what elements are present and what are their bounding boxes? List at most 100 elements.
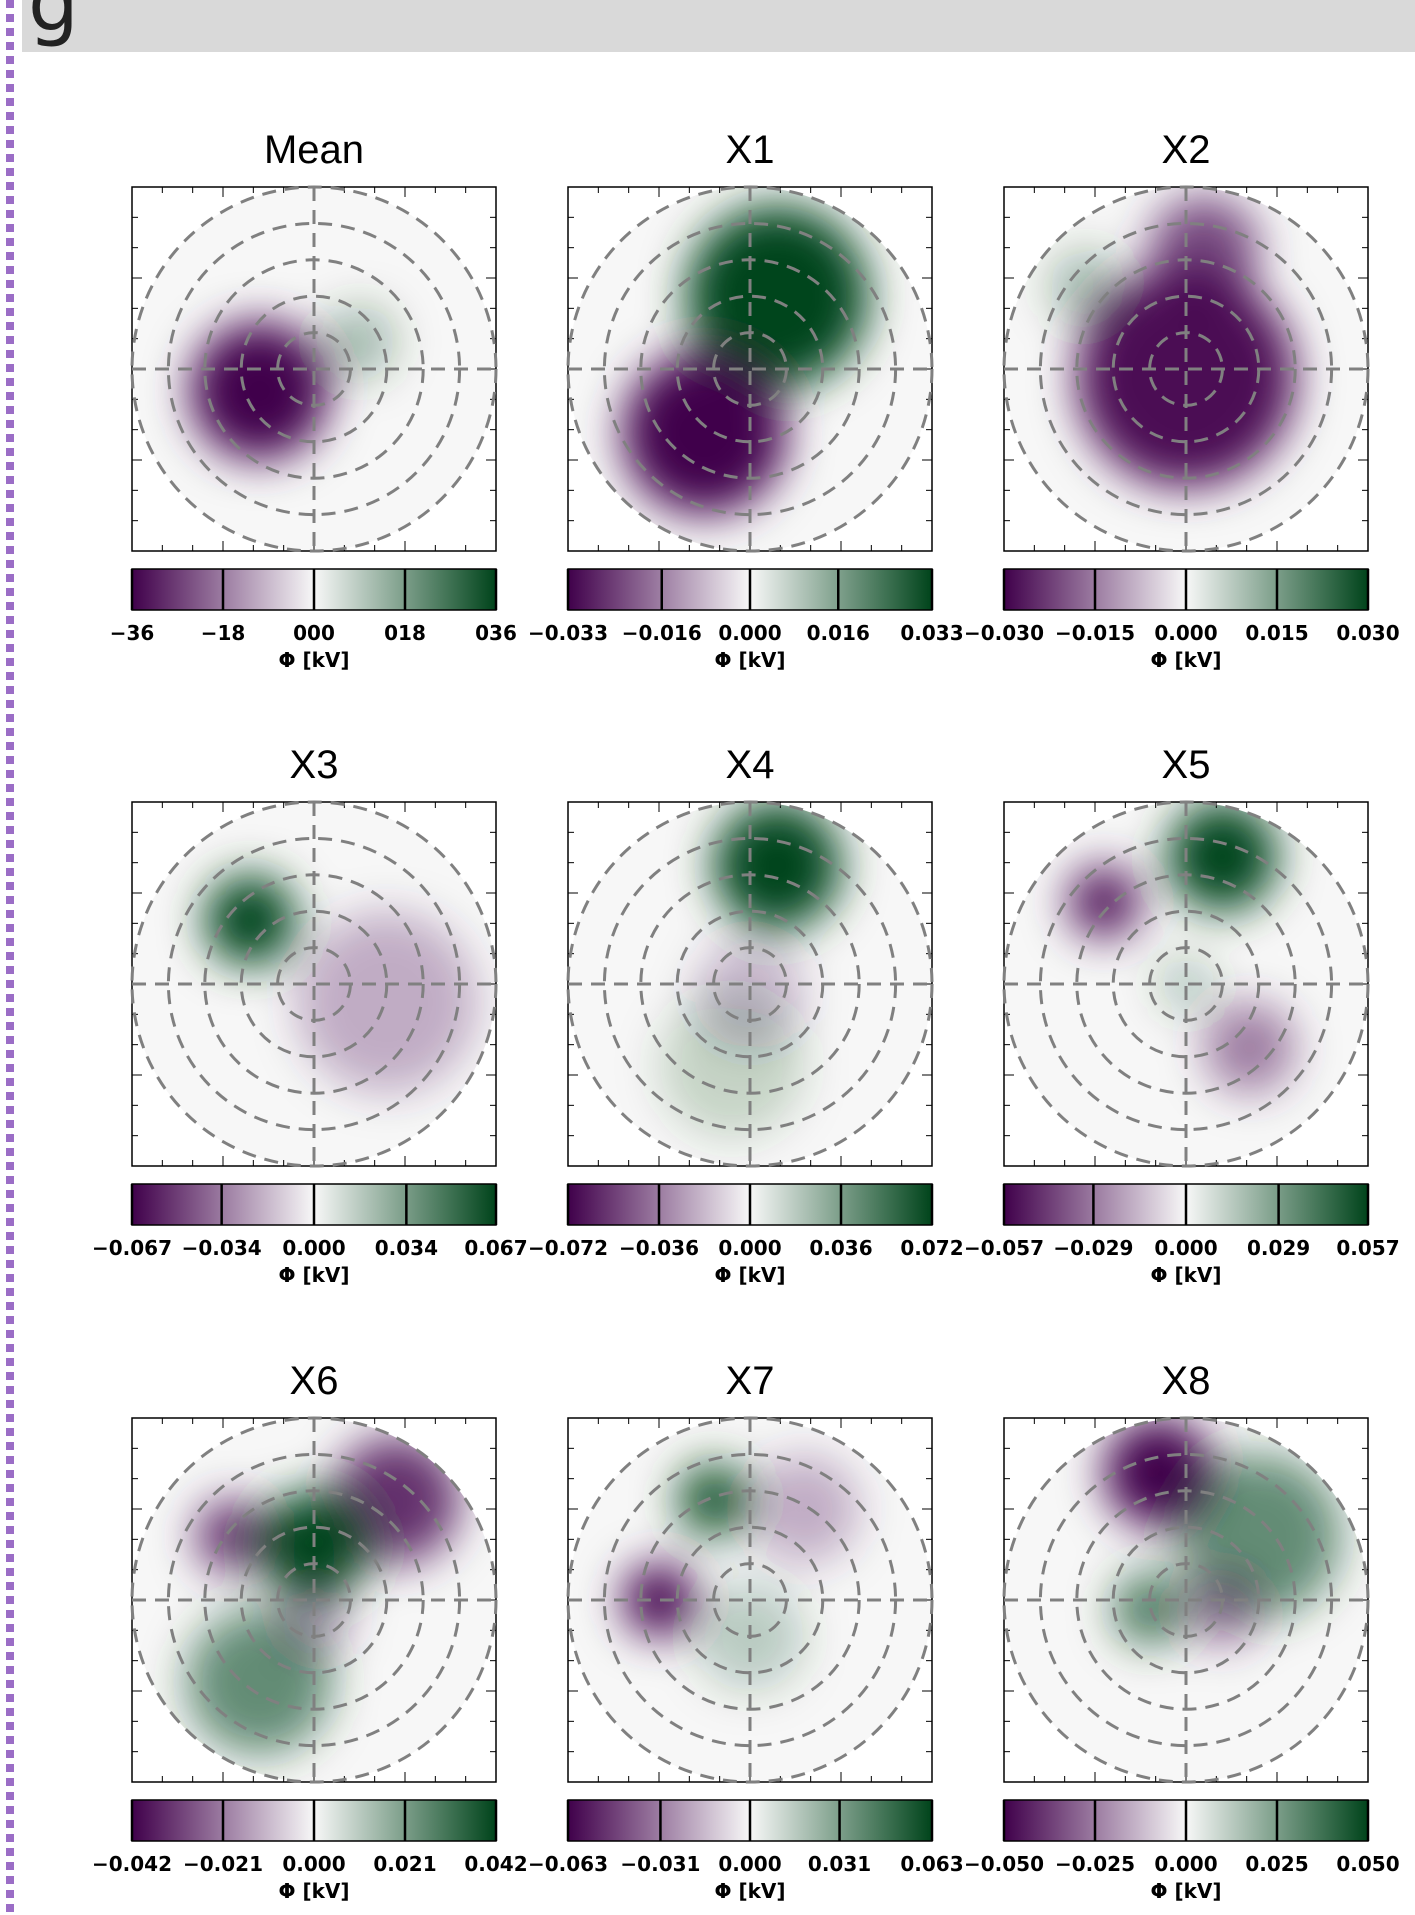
panel-title: X1 — [726, 128, 775, 172]
plots: Mean −36 −18 000 018 036 Φ [kV] X1 −0.033 −0.016 0… — [92, 128, 1400, 1903]
field-blob — [686, 205, 869, 388]
colorbar-tick-label: −0.031 — [620, 1852, 700, 1876]
colorbar-tick-label: −0.057 — [964, 1236, 1044, 1260]
colorbar-tick-label: 0.072 — [900, 1236, 963, 1260]
field — [132, 802, 496, 1166]
field-blob — [190, 321, 329, 460]
colorbar-tick-label: 0.015 — [1245, 621, 1308, 645]
field-blob — [622, 1563, 696, 1637]
field-blob — [713, 802, 841, 930]
colorbar-tick-label: 0.000 — [1154, 621, 1217, 645]
colorbar-label: Φ [kV] — [714, 648, 785, 672]
colorbar-tick-label: −0.015 — [1055, 621, 1135, 645]
panel-title: X3 — [290, 743, 339, 787]
colorbar-tick-label: 0.016 — [807, 621, 870, 645]
colorbar-label: Φ [kV] — [1150, 1879, 1221, 1903]
colorbar-tick-label: −18 — [201, 621, 246, 645]
colorbar-label: Φ [kV] — [1150, 648, 1221, 672]
panel-title: X2 — [1162, 128, 1211, 172]
colorbar-tick-label: −36 — [110, 621, 155, 645]
field-blobs — [622, 205, 869, 515]
field-blob — [195, 1499, 269, 1573]
field — [1004, 1418, 1368, 1782]
colorbar-tick-label: 0.033 — [900, 621, 963, 645]
header-bar — [22, 0, 1415, 52]
colorbar-tick-label: 0.000 — [718, 621, 781, 645]
field-blob — [1149, 196, 1259, 306]
colorbar-tick-label: 0.025 — [1245, 1852, 1308, 1876]
colorbar-tick-label: −0.063 — [528, 1852, 608, 1876]
field — [132, 1418, 496, 1782]
colorbar-tick-label: −0.016 — [622, 621, 702, 645]
colorbar-tick-label: 0.000 — [718, 1236, 781, 1260]
panel-title: X4 — [726, 743, 775, 787]
colorbar-tick-label: −0.050 — [964, 1852, 1044, 1876]
field — [1004, 187, 1368, 551]
field — [568, 1418, 932, 1782]
colorbar-tick-label: −0.021 — [183, 1852, 263, 1876]
field-blobs — [1067, 802, 1296, 1094]
colorbar-label: Φ [kV] — [278, 1879, 349, 1903]
panel-title: X5 — [1162, 743, 1211, 787]
colorbar-tick-label: −0.072 — [528, 1236, 608, 1260]
colorbar-tick-label: 036 — [475, 621, 517, 645]
panel-title: Mean — [264, 128, 364, 172]
field-blob — [204, 874, 296, 966]
colorbar-tick-label: 0.036 — [809, 1236, 872, 1260]
colorbar-tick-label: 0.030 — [1336, 621, 1399, 645]
field-blob — [677, 1463, 750, 1537]
colorbar-tick-label: 0.000 — [282, 1852, 345, 1876]
field-blob — [1049, 250, 1123, 324]
field-blob — [1158, 956, 1214, 1012]
header-title: g — [28, 0, 79, 49]
colorbar-tick-label: 0.000 — [1154, 1852, 1217, 1876]
colorbar-label: Φ [kV] — [278, 648, 349, 672]
colorbar-tick-label: 0.034 — [375, 1236, 438, 1260]
colorbar-label: Φ [kV] — [714, 1263, 785, 1287]
field-blobs — [622, 1454, 860, 1691]
colorbar-tick-label: −0.034 — [182, 1236, 262, 1260]
colorbar-label: Φ [kV] — [714, 1879, 785, 1903]
field-blob — [659, 993, 805, 1139]
colorbar-label: Φ [kV] — [278, 1263, 349, 1287]
colorbar-tick-label: −0.067 — [92, 1236, 172, 1260]
field-blobs — [659, 802, 841, 1139]
field-blob — [1067, 865, 1141, 939]
colorbar-tick-label: −0.036 — [619, 1236, 699, 1260]
field — [1004, 802, 1368, 1166]
field-blob — [622, 350, 787, 515]
colorbar-tick-label: 0.042 — [464, 1852, 527, 1876]
colorbar-tick-label: −0.029 — [1053, 1236, 1133, 1260]
colorbar-tick-label: 0.021 — [373, 1852, 436, 1876]
colorbar-tick-label: −0.030 — [964, 621, 1044, 645]
colorbar-tick-label: 0.000 — [282, 1236, 345, 1260]
colorbar-tick-label: 0.057 — [1336, 1236, 1399, 1260]
field-blob — [295, 911, 478, 1094]
panel-title: X8 — [1162, 1359, 1211, 1403]
field — [568, 802, 932, 1166]
colorbar-label: Φ [kV] — [1150, 1263, 1221, 1287]
colorbar-tick-label: 0.000 — [718, 1852, 781, 1876]
field-blob — [1167, 802, 1277, 912]
colorbar-tick-label: 0.063 — [900, 1852, 963, 1876]
field-blob — [750, 1454, 860, 1564]
colorbar-tick-label: 0.067 — [464, 1236, 527, 1260]
field — [568, 187, 932, 551]
panel-title: X7 — [726, 1359, 775, 1403]
colorbar-tick-label: 0.050 — [1336, 1852, 1399, 1876]
colorbar-tick-label: 018 — [384, 621, 426, 645]
field-blobs — [186, 1436, 460, 1755]
colorbar-tick-label: −0.042 — [92, 1852, 172, 1876]
colorbar-tick-label: 000 — [293, 621, 335, 645]
field-blobs — [204, 874, 478, 1094]
field-blobs — [190, 305, 396, 460]
colorbar-tick-label: −0.025 — [1055, 1852, 1135, 1876]
colorbar-tick-label: 0.029 — [1247, 1236, 1310, 1260]
colorbar-tick-label: 0.031 — [808, 1852, 871, 1876]
field — [132, 187, 496, 551]
colorbar-tick-label: −0.033 — [528, 621, 608, 645]
colorbar-tick-label: 0.000 — [1154, 1236, 1217, 1260]
field-blob — [1204, 1002, 1296, 1094]
